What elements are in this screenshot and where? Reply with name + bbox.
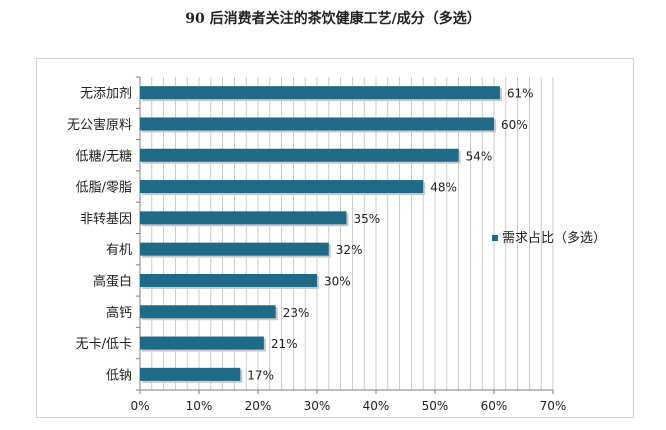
chart-title: 90 后消费者关注的茶饮健康工艺/成分（多选） <box>185 11 481 27</box>
x-tick-label: 50% <box>422 399 449 413</box>
bar <box>140 336 264 350</box>
category-label: 非转基因 <box>80 212 132 227</box>
data-label: 23% <box>283 306 310 320</box>
data-label: 30% <box>324 274 351 288</box>
bar <box>140 86 500 100</box>
bar <box>140 117 494 131</box>
data-label: 48% <box>430 181 457 195</box>
category-label: 高蛋白 <box>93 273 132 289</box>
bar <box>140 367 241 381</box>
bar <box>140 242 329 256</box>
category-label: 有机 <box>106 243 132 258</box>
data-label: 35% <box>354 212 381 226</box>
bar <box>140 211 347 225</box>
bar <box>140 148 459 162</box>
x-tick-label: 40% <box>363 399 390 413</box>
bar <box>140 273 317 287</box>
chart-frame <box>36 58 634 418</box>
legend-label: 需求占比（多选） <box>502 230 606 246</box>
legend-swatch <box>492 235 498 241</box>
data-label: 17% <box>247 368 274 382</box>
data-label: 32% <box>336 243 363 257</box>
category-label: 低脂/零脂 <box>76 181 132 196</box>
x-tick-label: 30% <box>304 399 331 413</box>
x-tick-label: 60% <box>481 399 508 413</box>
x-tick-label: 20% <box>245 399 272 413</box>
x-tick-label: 0% <box>130 399 149 413</box>
data-label: 21% <box>271 337 298 351</box>
x-tick-label: 70% <box>540 399 567 413</box>
category-label: 无卡/低卡 <box>76 337 132 352</box>
category-label: 低钠 <box>106 368 132 383</box>
category-label: 高钙 <box>106 305 132 321</box>
bar <box>140 305 276 319</box>
x-tick-label: 10% <box>186 399 213 413</box>
bar <box>140 180 424 194</box>
data-label: 54% <box>466 149 493 163</box>
data-label: 61% <box>507 87 534 101</box>
category-label: 无添加剂 <box>80 87 132 102</box>
category-label: 无公害原料 <box>67 117 132 133</box>
data-label: 60% <box>501 118 528 132</box>
category-label: 低糖/无糖 <box>76 148 132 164</box>
